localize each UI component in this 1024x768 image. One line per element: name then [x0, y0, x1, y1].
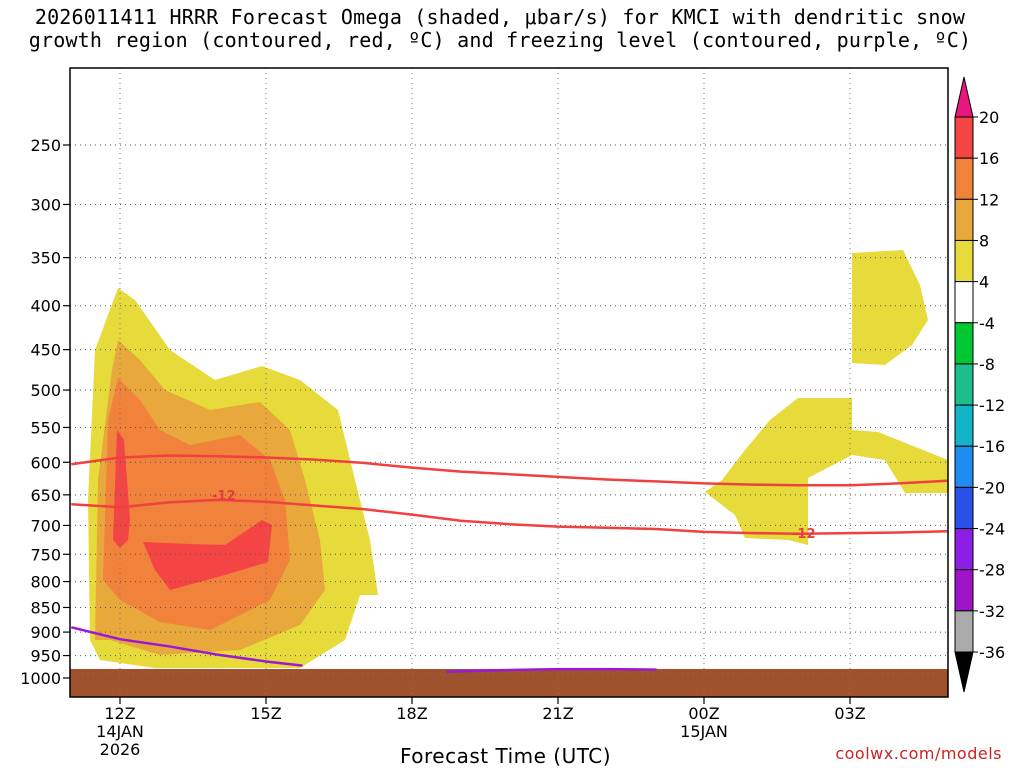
freezing-level-contour	[71, 626, 303, 667]
y-tick-label: 600	[30, 453, 61, 472]
omega-area-4-8-late-mid	[705, 398, 948, 545]
colorbar-swatch	[954, 363, 974, 406]
x-tick-date-label: 14JAN	[96, 722, 144, 741]
contour-layer: -12 -12	[71, 454, 948, 674]
colorbar-label: -8	[979, 355, 995, 374]
ground-layer	[70, 669, 948, 697]
dgz-contour	[71, 498, 948, 535]
x-tick-date-label: 15JAN	[680, 722, 728, 741]
omega-area-16-20-lower	[143, 520, 272, 590]
y-tick-label: 250	[30, 136, 61, 155]
y-tick-label: 850	[30, 598, 61, 617]
y-tick-label: 800	[30, 573, 61, 592]
colorbar-swatch	[954, 116, 974, 159]
colorbar-label: -20	[979, 478, 1005, 497]
axes-layer: 250 300 350 400 450 500 550 600 650 700 750 800 850 9…	[20, 67, 949, 759]
chart-title-line-1: 2026011411 HRRR Forecast Omega (shaded, …	[34, 5, 966, 29]
x-tick-label: 00Z	[688, 704, 719, 723]
dgz-contour	[71, 454, 948, 487]
colorbar-label: 12	[979, 190, 999, 209]
y-tick-label: 700	[30, 516, 61, 535]
colorbar-swatch	[954, 404, 974, 447]
colorbar-label: -4	[979, 314, 995, 333]
colorbar: 20 16 12 8 4 -4 -8 -12 -16 -20 -24 -28 -32 -36	[954, 76, 1005, 693]
plot-frame	[69, 67, 949, 698]
colorbar-arrow-bottom	[954, 651, 974, 693]
x-axis-label: Forecast Time (UTC)	[400, 744, 612, 768]
colorbar-label: 20	[979, 108, 999, 127]
omega-area-4-8-late-upper	[852, 250, 928, 365]
source-url: coolwx.com/models	[835, 744, 1002, 763]
omega-shading-layer	[88, 250, 948, 668]
colorbar-swatch	[954, 281, 974, 324]
colorbar-arrow-top	[954, 76, 974, 118]
y-tick-label: 900	[30, 623, 61, 642]
colorbar-label: 8	[979, 231, 989, 250]
y-tick-label: 300	[30, 195, 61, 214]
x-tick-label: 03Z	[834, 704, 865, 723]
y-tick-label: 1000	[20, 669, 61, 688]
colorbar-label: -16	[979, 437, 1005, 456]
colorbar-swatch	[954, 569, 974, 612]
colorbar-label: -28	[979, 561, 1005, 580]
colorbar-swatch	[954, 486, 974, 530]
y-tick-label: 450	[30, 341, 61, 360]
x-tick-label: 21Z	[542, 704, 573, 723]
colorbar-label: 4	[979, 273, 989, 292]
colorbar-swatch	[954, 198, 974, 241]
y-tick-label: 500	[30, 381, 61, 400]
colorbar-label: -36	[979, 643, 1005, 662]
y-tick-label: 950	[30, 647, 61, 666]
colorbar-label: -24	[979, 520, 1005, 539]
y-tick-label: 750	[30, 545, 61, 564]
dgz-contour-label: -12	[792, 527, 816, 542]
y-tick-label: 550	[30, 418, 61, 437]
chart-title-line-2: growth region (contoured, red, ºC) and f…	[28, 28, 972, 52]
x-tick-label: 18Z	[396, 704, 427, 723]
colorbar-swatch	[954, 239, 974, 283]
chart-title: 2026011411 HRRR Forecast Omega (shaded, …	[0, 6, 1000, 52]
colorbar-swatch	[954, 610, 974, 653]
colorbar-swatch	[954, 157, 974, 200]
omega-area-16-20-upper	[113, 430, 130, 548]
dgz-contour-label: -12	[212, 489, 236, 504]
y-tick-label: 400	[30, 297, 61, 316]
colorbar-swatch	[954, 445, 974, 488]
x-tick-label: 15Z	[250, 704, 281, 723]
y-tick-label: 350	[30, 249, 61, 268]
colorbar-label: 16	[979, 149, 999, 168]
colorbar-swatch	[954, 528, 974, 571]
colorbar-label: -12	[979, 396, 1005, 415]
ground-fill	[70, 669, 948, 697]
x-tick-year-label: 2026	[100, 740, 141, 759]
y-tick-label: 650	[30, 486, 61, 505]
freezing-level-contour	[446, 667, 657, 674]
colorbar-swatch	[954, 322, 974, 365]
x-tick-label: 12Z	[104, 704, 135, 723]
colorbar-label: -32	[979, 602, 1005, 621]
